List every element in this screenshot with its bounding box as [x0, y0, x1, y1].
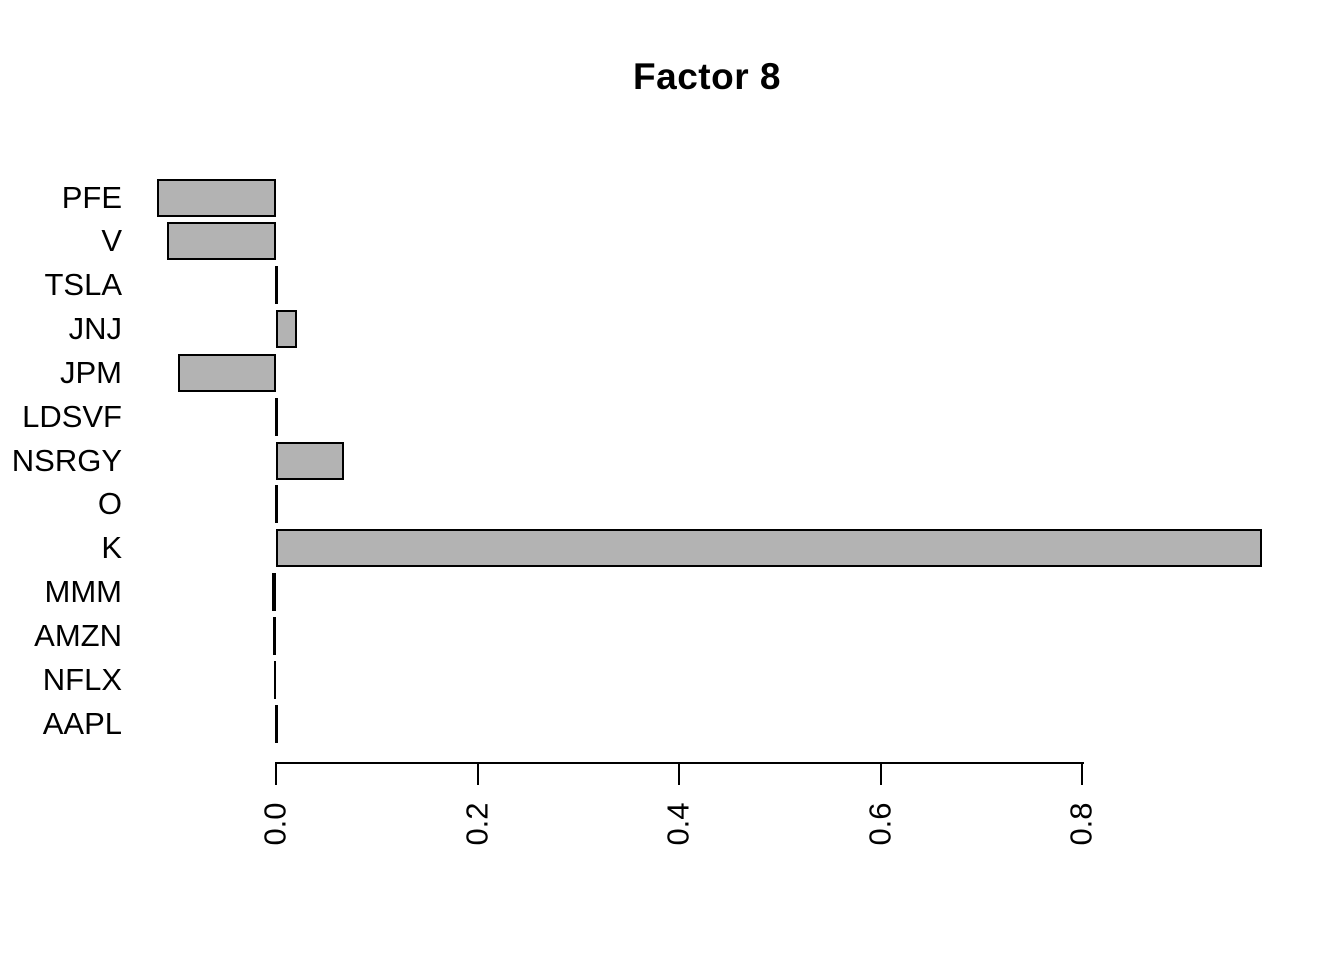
x-axis-tick: [1081, 762, 1083, 785]
bar-k: [276, 529, 1263, 568]
chart-title: Factor 8: [633, 56, 781, 97]
y-axis-label-mmm: MMM: [44, 574, 122, 610]
x-axis-line: [276, 762, 1084, 764]
bar-pfe: [157, 178, 276, 217]
x-axis-tick: [879, 762, 882, 785]
bar-nflx: [273, 660, 277, 699]
x-axis-tick-label-text: 0.2: [459, 802, 495, 846]
y-axis-label-pfe: PFE: [61, 179, 122, 215]
bar-jnj: [276, 310, 298, 349]
x-axis-tick-label-text: 0.8: [1063, 802, 1099, 846]
y-axis-label-v: V: [101, 223, 122, 259]
y-axis-label-jpm: JPM: [60, 354, 122, 390]
x-axis-tick-label-text: 0.6: [862, 802, 898, 846]
y-axis-label-nflx: NFLX: [42, 661, 122, 697]
bar-v: [167, 222, 276, 261]
bar-ldsvf: [275, 397, 278, 436]
x-axis-tick: [275, 762, 277, 785]
x-axis-tick: [476, 762, 479, 785]
x-axis-tick-label-text: 0.0: [257, 802, 293, 846]
y-axis-label-k: K: [101, 530, 122, 566]
bar-mmm: [271, 573, 277, 612]
bar-aapl: [275, 704, 278, 743]
bar-amzn: [272, 617, 277, 655]
x-axis-tick-label: 0.2: [446, 792, 510, 856]
y-axis-label-o: O: [97, 486, 122, 522]
bar-tsla: [275, 266, 278, 305]
y-axis-label-ldsvf: LDSVF: [22, 398, 122, 434]
y-axis-label-amzn: AMZN: [34, 618, 122, 653]
x-axis-tick-label: 0.6: [849, 792, 913, 856]
x-axis-tick-label: 0.4: [647, 792, 711, 856]
y-axis-label-nsrgy: NSRGY: [11, 442, 122, 478]
y-axis-label-tsla: TSLA: [44, 267, 122, 303]
x-axis-tick-label-text: 0.4: [660, 802, 696, 846]
y-axis-label-jnj: JNJ: [68, 311, 122, 347]
x-axis-tick: [678, 762, 680, 785]
y-axis-label-aapl: AAPL: [42, 705, 122, 741]
bar-jpm: [178, 353, 276, 392]
bar-o: [275, 485, 278, 524]
x-axis-tick-label: 0.8: [1050, 792, 1114, 856]
x-axis-tick-label: 0.0: [244, 792, 308, 856]
bar-nsrgy: [276, 441, 344, 480]
